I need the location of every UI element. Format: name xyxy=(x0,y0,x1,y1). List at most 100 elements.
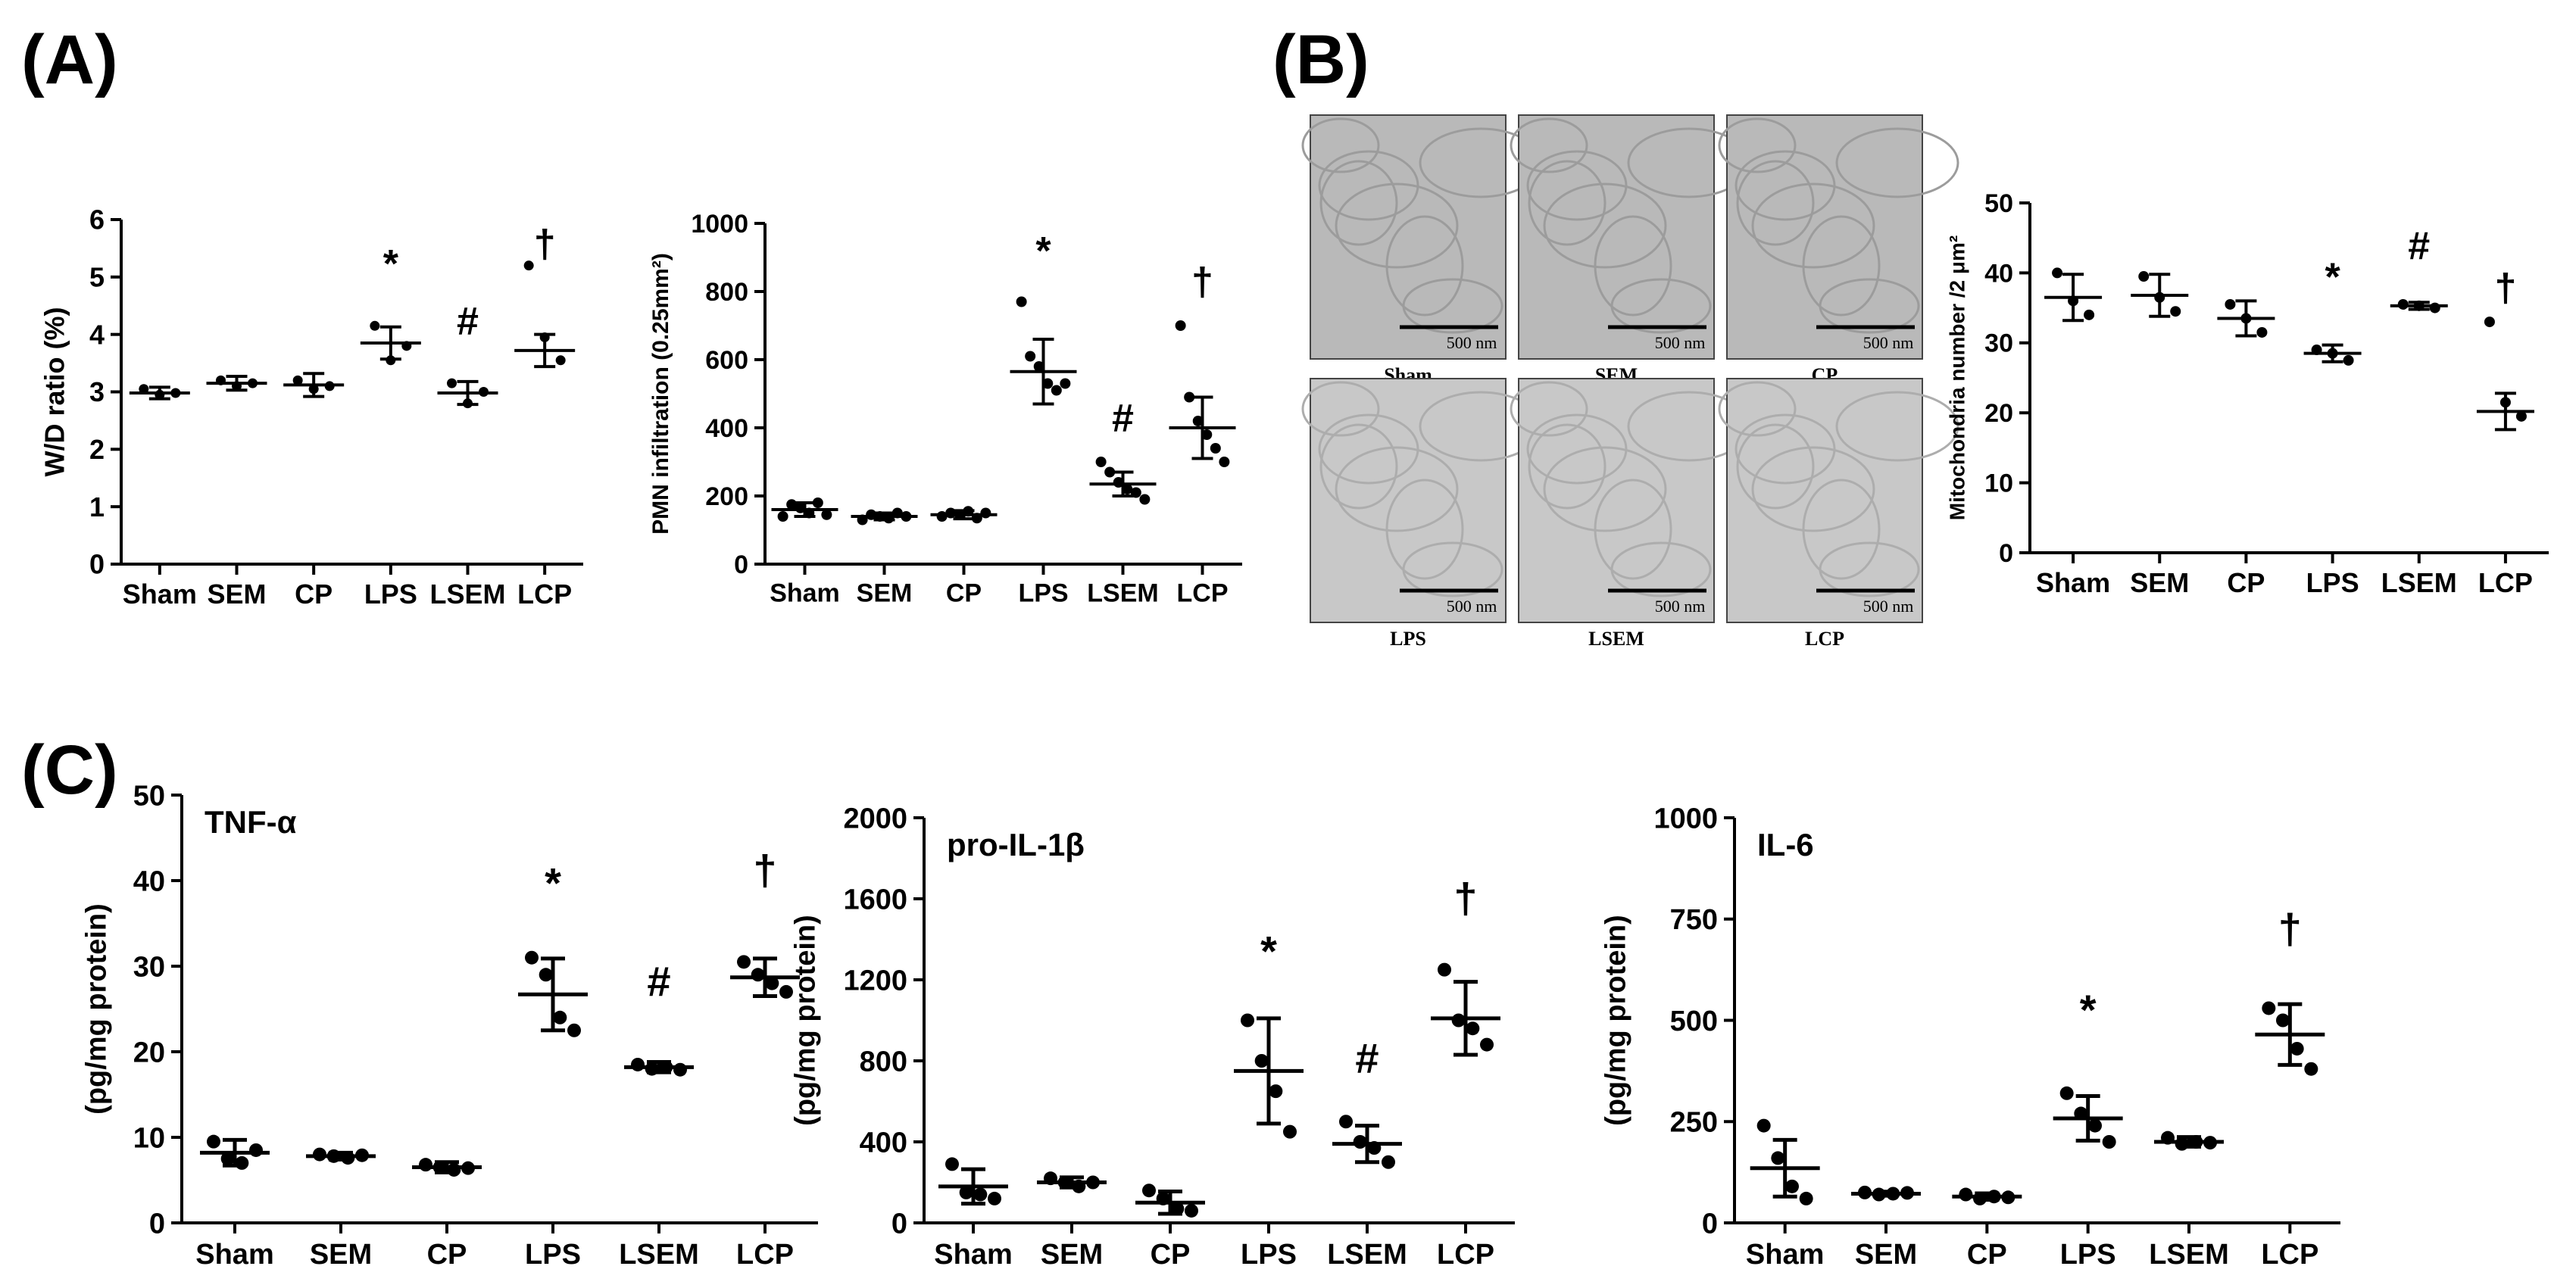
data-point xyxy=(249,1143,263,1157)
data-point xyxy=(235,1155,249,1170)
data-point xyxy=(2052,267,2063,279)
data-point xyxy=(1771,1151,1785,1165)
data-point xyxy=(2059,1086,2074,1100)
significance-marker: * xyxy=(2325,256,2340,300)
data-point xyxy=(988,1191,1001,1205)
data-point xyxy=(1139,494,1151,505)
x-tick-label: SEM xyxy=(207,579,266,610)
data-point xyxy=(1382,1155,1395,1169)
data-point xyxy=(1095,457,1107,467)
y-tick-label: 1000 xyxy=(691,210,748,239)
em-caption: LSEM xyxy=(1588,628,1644,650)
data-point xyxy=(1254,1054,1269,1068)
data-point xyxy=(779,984,793,999)
data-point xyxy=(447,378,457,388)
y-tick-label: 0 xyxy=(1999,539,2013,568)
significance-marker: * xyxy=(545,859,561,907)
x-tick-label: Sham xyxy=(1746,1239,1824,1271)
x-tick-label: SEM xyxy=(1855,1239,1917,1271)
scale-bar-label: 500 nm xyxy=(1447,597,1497,616)
data-point xyxy=(539,968,553,982)
data-point xyxy=(737,955,751,969)
significance-marker: # xyxy=(2408,224,2430,268)
y-tick-label: 0 xyxy=(1702,1208,1718,1240)
data-point xyxy=(1051,385,1062,396)
x-tick-label: LSEM xyxy=(2149,1239,2229,1271)
data-point xyxy=(1042,378,1054,389)
x-tick-label: LCP xyxy=(2478,567,2533,598)
data-point xyxy=(1210,443,1221,454)
y-axis-title: (pg/mg protein) xyxy=(81,903,113,1115)
em-texture xyxy=(1736,423,1815,510)
data-point xyxy=(1142,1184,1156,1198)
em-texture xyxy=(1751,182,1875,269)
y-axis-title: Mitochondria number /2 μm² xyxy=(1945,235,1969,520)
em-image-lcp xyxy=(1726,378,1923,623)
scale-bar-label: 500 nm xyxy=(1655,333,1706,352)
significance-marker: * xyxy=(1035,229,1051,273)
data-point xyxy=(959,1185,973,1199)
em-texture xyxy=(1528,160,1606,246)
x-tick-label: LSEM xyxy=(2381,567,2457,598)
y-tick-label: 10 xyxy=(1984,469,2013,498)
data-point xyxy=(1192,416,1204,426)
chart-il-6: 0 250 500 750 1000 Sham SEM CP LPS LSEM LCP (pg/mg … xyxy=(1600,803,2340,1271)
y-tick-label: 200 xyxy=(705,482,748,511)
y-tick-label: 0 xyxy=(149,1208,165,1240)
data-point xyxy=(1016,296,1027,307)
data-point xyxy=(1060,378,1071,389)
data-point xyxy=(945,1157,959,1171)
data-point xyxy=(2170,306,2181,317)
cytokine-label: IL-6 xyxy=(1757,827,1814,862)
data-point xyxy=(821,509,832,520)
significance-marker: * xyxy=(2080,986,2097,1034)
y-tick-label: 20 xyxy=(1984,399,2013,428)
data-point xyxy=(2262,1001,2276,1015)
data-point xyxy=(777,511,788,522)
y-tick-label: 1600 xyxy=(843,884,907,915)
data-point xyxy=(1466,1021,1480,1036)
em-texture xyxy=(1802,215,1881,317)
cytokine-label: TNF-α xyxy=(205,804,297,840)
em-image-sem xyxy=(1518,114,1715,360)
x-tick-label: Sham xyxy=(195,1239,273,1271)
y-tick-label: 6 xyxy=(89,204,105,235)
y-tick-label: 0 xyxy=(734,550,748,579)
em-texture xyxy=(1543,182,1667,269)
em-texture xyxy=(1835,391,1959,462)
em-texture xyxy=(1301,117,1380,173)
data-point xyxy=(1025,351,1036,362)
data-point xyxy=(2084,309,2095,320)
data-point xyxy=(673,1062,687,1077)
significance-marker: † xyxy=(1191,260,1213,304)
data-point xyxy=(2102,1135,2116,1149)
x-tick-label: LCP xyxy=(517,579,572,610)
panel-label-a: (A) xyxy=(21,21,118,98)
em-texture xyxy=(1335,446,1459,532)
data-point xyxy=(207,1134,220,1149)
x-tick-label: Sham xyxy=(2036,567,2110,598)
data-point xyxy=(1185,1203,1198,1218)
em-image-lps xyxy=(1310,378,1507,623)
data-point xyxy=(1353,1135,1367,1149)
y-tick-label: 30 xyxy=(133,951,165,983)
y-tick-label: 250 xyxy=(1670,1107,1718,1139)
em-texture xyxy=(1718,117,1797,173)
data-point xyxy=(2515,410,2527,422)
em-texture xyxy=(1594,215,1672,317)
y-tick-label: 4 xyxy=(89,319,105,350)
data-point xyxy=(751,968,765,982)
y-tick-label: 50 xyxy=(133,780,165,812)
em-texture xyxy=(1301,381,1380,437)
x-tick-label: SEM xyxy=(2130,567,2189,598)
x-tick-label: Sham xyxy=(934,1239,1012,1271)
significance-marker: † xyxy=(2494,266,2516,310)
significance-marker: † xyxy=(1453,875,1477,922)
y-tick-label: 0 xyxy=(891,1208,907,1240)
data-point xyxy=(1339,1115,1353,1129)
em-texture xyxy=(1819,541,1920,597)
y-tick-label: 600 xyxy=(705,346,748,375)
chart-pmn-infiltration: 0 200 400 600 800 1000 Sham SEM CP LPS LSEM LCP PMN … xyxy=(648,210,1242,608)
data-point xyxy=(980,507,991,519)
